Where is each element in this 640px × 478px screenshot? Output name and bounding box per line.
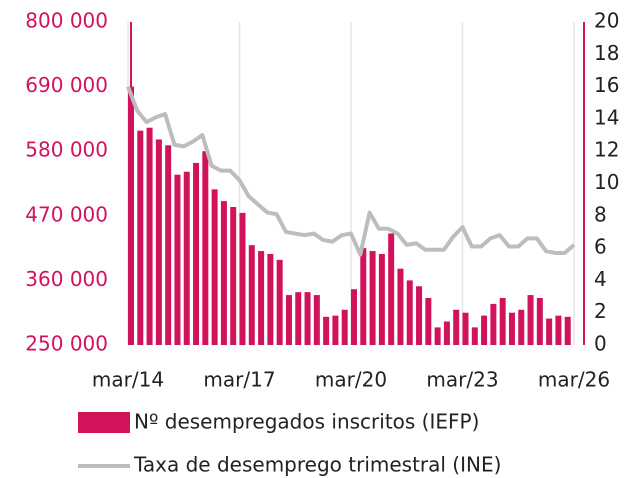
bar — [323, 316, 330, 345]
bar — [258, 251, 265, 345]
bar — [425, 298, 432, 345]
y2-tick-label: 14 — [594, 105, 619, 129]
y2-tick-label: 18 — [594, 41, 619, 65]
bar — [183, 171, 190, 345]
bar — [332, 315, 339, 345]
legend-swatch — [78, 412, 130, 433]
bar — [165, 145, 172, 345]
bar — [211, 189, 218, 345]
bar — [397, 268, 404, 345]
bar — [443, 321, 450, 345]
y2-tick-label: 12 — [594, 138, 619, 162]
bar — [128, 86, 134, 345]
bar — [388, 233, 395, 345]
y2-tick-label: 8 — [594, 202, 607, 226]
bar — [518, 309, 525, 345]
bar — [341, 309, 348, 345]
line — [126, 85, 576, 257]
bar — [555, 315, 562, 345]
bar — [276, 259, 283, 345]
bar — [378, 253, 385, 345]
x-tick-label: mar/14 — [92, 368, 164, 392]
y2-tick-label: 10 — [594, 170, 619, 194]
bar — [146, 127, 153, 345]
bar — [564, 316, 571, 345]
bar — [406, 280, 413, 345]
x-tick-label: mar/17 — [203, 368, 275, 392]
bar — [267, 253, 274, 345]
bar — [137, 130, 144, 345]
bar — [508, 312, 515, 345]
y2-tick-label: 4 — [594, 267, 607, 291]
bar — [546, 318, 553, 345]
bar — [434, 327, 441, 345]
bar — [230, 206, 237, 345]
bar — [462, 312, 469, 345]
bar — [471, 327, 478, 345]
bar — [239, 212, 246, 345]
bar — [536, 298, 543, 345]
bar — [499, 298, 506, 345]
bar — [527, 295, 534, 345]
x-tick-label: mar/23 — [426, 368, 498, 392]
y2-tick-label: 6 — [594, 235, 607, 259]
y2-tick-label: 16 — [594, 73, 619, 97]
bar — [202, 151, 209, 345]
bar — [481, 315, 488, 345]
bar — [248, 245, 255, 345]
x-tick-label: mar/26 — [538, 368, 610, 392]
y-tick-label: 800 000 — [25, 9, 108, 33]
y2-tick-label: 0 — [594, 332, 607, 356]
y-tick-label: 690 000 — [25, 73, 108, 97]
bar — [193, 162, 200, 345]
bar — [453, 309, 460, 345]
bar — [360, 248, 367, 345]
y2-tick-label: 20 — [594, 9, 619, 33]
bar — [351, 289, 357, 345]
bar — [295, 292, 302, 345]
y-tick-label: 470 000 — [25, 202, 108, 226]
bar — [416, 286, 423, 345]
legend-label: Taxa de desemprego trimestral (INE) — [133, 453, 501, 477]
bar — [220, 201, 227, 345]
y-tick-label: 250 000 — [25, 332, 108, 356]
bar — [155, 139, 162, 345]
y-tick-label: 360 000 — [25, 267, 108, 291]
bar — [369, 251, 376, 345]
y2-tick-label: 2 — [594, 299, 607, 323]
y-tick-label: 580 000 — [25, 138, 108, 162]
x-tick-label: mar/20 — [315, 368, 387, 392]
bar — [313, 295, 320, 345]
legend-label: Nº desempregados inscritos (IEFP) — [134, 410, 479, 434]
bar — [285, 295, 292, 345]
bar — [490, 303, 497, 345]
bar — [174, 174, 181, 345]
bar — [304, 292, 311, 345]
